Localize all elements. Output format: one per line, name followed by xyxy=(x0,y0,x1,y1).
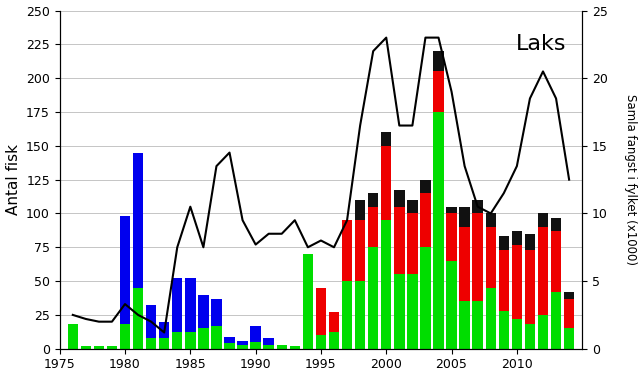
Bar xyxy=(329,333,340,349)
Bar xyxy=(421,179,431,193)
Bar xyxy=(237,340,248,345)
Y-axis label: Samla fangst i fylket (x1000): Samla fangst i fylket (x1000) xyxy=(624,94,637,265)
Bar xyxy=(551,231,561,292)
Bar xyxy=(512,245,522,319)
Bar xyxy=(498,311,509,349)
Bar xyxy=(80,346,91,349)
Bar xyxy=(355,200,365,220)
Bar xyxy=(146,305,156,338)
Bar xyxy=(551,292,561,349)
Bar xyxy=(368,193,379,207)
Bar xyxy=(250,326,261,342)
Bar xyxy=(551,218,561,231)
Bar xyxy=(407,200,417,213)
Bar xyxy=(446,261,457,349)
Bar xyxy=(107,346,117,349)
Bar xyxy=(394,207,404,274)
Bar xyxy=(159,338,169,349)
Bar xyxy=(433,51,444,71)
Bar xyxy=(185,333,195,349)
Bar xyxy=(446,207,457,213)
Bar xyxy=(224,337,235,343)
Bar xyxy=(224,343,235,349)
Bar xyxy=(355,220,365,281)
Bar xyxy=(368,247,379,349)
Bar xyxy=(381,220,392,349)
Bar xyxy=(185,278,195,333)
Bar xyxy=(342,281,352,349)
Bar xyxy=(381,132,392,146)
Bar xyxy=(368,207,379,247)
Bar xyxy=(133,288,143,349)
Bar xyxy=(342,220,352,281)
Bar xyxy=(394,190,404,207)
Bar xyxy=(485,227,496,288)
Bar xyxy=(211,326,222,349)
Bar xyxy=(459,207,470,227)
Bar xyxy=(146,338,156,349)
Bar xyxy=(264,338,274,345)
Bar xyxy=(473,200,483,213)
Bar xyxy=(473,301,483,349)
Bar xyxy=(316,288,326,335)
Bar xyxy=(512,319,522,349)
Bar xyxy=(459,301,470,349)
Bar xyxy=(133,153,143,288)
Bar xyxy=(250,342,261,349)
Bar xyxy=(172,333,183,349)
Bar xyxy=(433,71,444,112)
Bar xyxy=(421,193,431,247)
Bar xyxy=(68,324,78,349)
Bar xyxy=(198,328,208,349)
Text: Laks: Laks xyxy=(516,34,566,54)
Bar xyxy=(94,346,104,349)
Bar xyxy=(498,236,509,250)
Bar xyxy=(446,213,457,261)
Bar xyxy=(525,324,535,349)
Bar xyxy=(485,288,496,349)
Bar xyxy=(538,213,548,227)
Bar xyxy=(120,324,131,349)
Bar xyxy=(237,345,248,349)
Bar xyxy=(198,294,208,328)
Bar xyxy=(421,247,431,349)
Bar xyxy=(485,213,496,227)
Bar xyxy=(538,315,548,349)
Bar xyxy=(264,345,274,349)
Bar xyxy=(525,234,535,250)
Bar xyxy=(498,250,509,311)
Bar xyxy=(276,345,287,349)
Bar xyxy=(459,227,470,301)
Y-axis label: Antal fisk: Antal fisk xyxy=(6,144,21,215)
Bar xyxy=(172,278,183,333)
Bar xyxy=(159,322,169,338)
Bar xyxy=(538,227,548,315)
Bar xyxy=(394,274,404,349)
Bar xyxy=(211,299,222,326)
Bar xyxy=(289,346,300,349)
Bar xyxy=(564,328,574,349)
Bar xyxy=(512,231,522,245)
Bar xyxy=(525,250,535,324)
Bar xyxy=(564,299,574,328)
Bar xyxy=(564,292,574,299)
Bar xyxy=(355,281,365,349)
Bar xyxy=(407,274,417,349)
Bar xyxy=(316,335,326,349)
Bar xyxy=(433,112,444,349)
Bar xyxy=(329,312,340,333)
Bar xyxy=(407,213,417,274)
Bar xyxy=(120,216,131,324)
Bar xyxy=(473,213,483,301)
Bar xyxy=(381,146,392,220)
Bar xyxy=(303,254,313,349)
